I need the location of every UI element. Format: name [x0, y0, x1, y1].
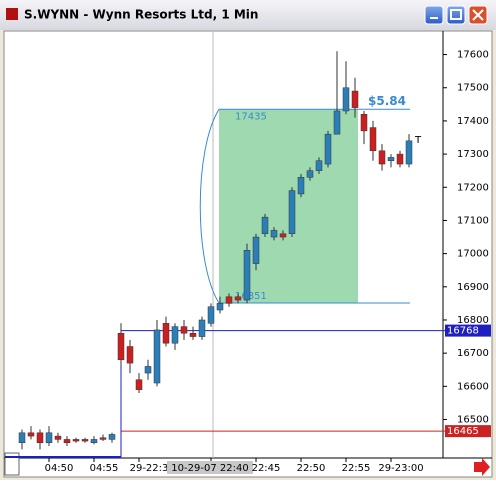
candle-body: [153, 329, 161, 384]
y-tick-label: 17100: [457, 215, 489, 226]
level-label-box: [445, 324, 491, 337]
candle-body: [387, 157, 395, 161]
y-tick-label: 16900: [457, 282, 489, 293]
y-tick-label: 17200: [457, 182, 489, 193]
candle-body: [324, 133, 332, 165]
candle-body: [333, 110, 341, 135]
candle-body: [72, 439, 80, 442]
candle-body: [288, 190, 296, 234]
x-tick-label: 22:55: [342, 463, 371, 474]
candle-body: [261, 216, 269, 234]
measure-box: [219, 109, 358, 304]
candle-body: [144, 366, 152, 374]
candle-body: [270, 230, 278, 238]
candle-body: [189, 333, 197, 337]
candle-body: [198, 319, 206, 337]
x-tick-label: 22:45: [252, 463, 281, 474]
candle-body: [234, 296, 242, 301]
candle-body: [378, 150, 386, 165]
x-tick-label: 29-22:3: [130, 463, 169, 474]
candle-body: [180, 326, 188, 334]
y-tick-label: 16800: [457, 315, 489, 326]
y-tick-label: 16600: [457, 381, 489, 392]
x-tick-label: 04:55: [90, 463, 119, 474]
candle-body: [81, 439, 89, 442]
y-tick-label: 17000: [457, 249, 489, 260]
candle-body: [117, 333, 125, 361]
y-tick-label: 17300: [457, 149, 489, 160]
candle-body: [207, 306, 215, 324]
x-tick-label: 29-23:00: [378, 463, 423, 474]
x-tick-label: 04:50: [45, 463, 74, 474]
title-bar: [0, 0, 496, 30]
candle-body: [171, 326, 179, 344]
candle-body: [135, 379, 143, 390]
y-tick-label: 16700: [457, 348, 489, 359]
candle-body: [99, 437, 107, 440]
candle-body: [315, 160, 323, 171]
minimize-button[interactable]: [424, 5, 444, 25]
candle-body: [342, 87, 350, 112]
window-title: S.WYNN - Wynn Resorts Ltd, 1 Min: [24, 8, 258, 22]
level-label: 16768: [447, 326, 479, 337]
candle-body: [90, 439, 98, 443]
measure-top-label: 17435: [235, 111, 267, 122]
candle-body: [45, 432, 53, 443]
y-tick-label: 17400: [457, 116, 489, 127]
y-tick-label: 16500: [457, 415, 489, 426]
measure-bottom-label: 16851: [235, 291, 267, 302]
candle-body: [63, 439, 71, 443]
candle-body: [396, 153, 404, 165]
measure-bracket: [199, 109, 220, 304]
candle-body: [108, 434, 116, 440]
level-label-box: [445, 425, 491, 438]
candle-body: [225, 296, 233, 304]
candle-body: [36, 432, 44, 443]
candle-body: [54, 435, 62, 440]
candle-body: [216, 303, 224, 311]
measure-change-label: $5.84: [368, 94, 406, 108]
candle-body: [27, 432, 35, 437]
candle-body: [126, 346, 134, 364]
close-button[interactable]: [468, 5, 488, 25]
candle-body: [18, 432, 26, 443]
candle-body: [279, 233, 287, 238]
y-tick-label: 17500: [457, 83, 489, 94]
candle-body: [297, 177, 305, 195]
x-tick-label: 22:50: [297, 463, 326, 474]
candle-body: [360, 114, 368, 132]
candle-body: [252, 236, 260, 264]
candle-body: [405, 140, 413, 165]
candle-body: [162, 323, 170, 344]
app-icon: [6, 8, 18, 20]
annotation: T: [414, 135, 422, 146]
x-tick-label: 10-29-07 22:40: [171, 463, 248, 474]
scroll-thumb[interactable]: [4, 452, 20, 476]
maximize-button[interactable]: [446, 5, 466, 25]
scroll-right-arrow[interactable]: [474, 458, 490, 476]
x-tick-highlight: [167, 461, 253, 474]
candle-body: [243, 250, 251, 301]
level-label: 16465: [447, 426, 479, 437]
y-tick-label: 17600: [457, 50, 489, 61]
candle-body: [369, 127, 377, 152]
candle-body: [351, 90, 359, 108]
candle-body: [306, 170, 314, 178]
